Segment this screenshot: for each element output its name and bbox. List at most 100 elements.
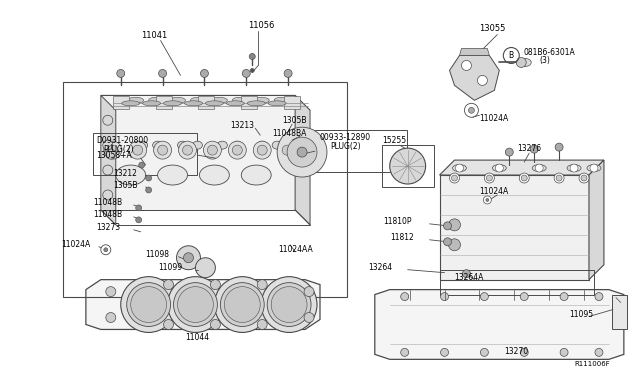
Circle shape bbox=[495, 164, 503, 172]
Circle shape bbox=[595, 349, 603, 356]
Bar bbox=[284, 96, 300, 109]
Text: 11098: 11098 bbox=[146, 250, 170, 259]
Circle shape bbox=[204, 141, 221, 159]
Text: 11041: 11041 bbox=[141, 31, 167, 40]
Text: 11044: 11044 bbox=[186, 333, 209, 342]
Text: 11810P: 11810P bbox=[383, 217, 412, 227]
Ellipse shape bbox=[143, 101, 161, 106]
Ellipse shape bbox=[170, 97, 186, 103]
Circle shape bbox=[116, 70, 125, 77]
Polygon shape bbox=[460, 48, 490, 55]
Circle shape bbox=[106, 149, 116, 159]
Circle shape bbox=[243, 70, 250, 77]
Circle shape bbox=[139, 162, 145, 168]
Circle shape bbox=[250, 68, 254, 73]
Text: 00933-12890: 00933-12890 bbox=[320, 133, 371, 142]
Ellipse shape bbox=[148, 97, 163, 103]
Circle shape bbox=[468, 107, 474, 113]
Text: 11056: 11056 bbox=[248, 21, 275, 30]
Circle shape bbox=[146, 187, 152, 193]
Text: D0931-20800: D0931-20800 bbox=[96, 136, 148, 145]
Circle shape bbox=[257, 320, 267, 330]
Circle shape bbox=[520, 293, 528, 301]
Polygon shape bbox=[440, 160, 604, 175]
Ellipse shape bbox=[587, 164, 601, 171]
Ellipse shape bbox=[227, 101, 244, 106]
Text: 11099: 11099 bbox=[159, 263, 183, 272]
Text: 13213: 13213 bbox=[230, 121, 254, 130]
Ellipse shape bbox=[218, 141, 227, 149]
Ellipse shape bbox=[247, 101, 265, 106]
Polygon shape bbox=[440, 175, 589, 280]
Circle shape bbox=[214, 277, 270, 333]
Bar bbox=[63, 82, 347, 296]
Bar bbox=[382, 145, 433, 187]
Polygon shape bbox=[86, 280, 320, 330]
Ellipse shape bbox=[157, 165, 188, 185]
Circle shape bbox=[297, 147, 307, 157]
Circle shape bbox=[261, 277, 317, 333]
Ellipse shape bbox=[241, 165, 271, 185]
Ellipse shape bbox=[272, 141, 282, 149]
Ellipse shape bbox=[184, 101, 202, 106]
Circle shape bbox=[278, 141, 296, 159]
Circle shape bbox=[106, 312, 116, 323]
Polygon shape bbox=[295, 95, 310, 225]
Circle shape bbox=[304, 286, 314, 296]
Circle shape bbox=[401, 293, 409, 301]
Circle shape bbox=[463, 270, 470, 278]
Ellipse shape bbox=[200, 165, 229, 185]
Circle shape bbox=[449, 173, 460, 183]
Circle shape bbox=[257, 280, 267, 290]
Circle shape bbox=[449, 239, 460, 251]
Circle shape bbox=[136, 205, 141, 211]
Text: 11024A: 11024A bbox=[61, 240, 90, 249]
Circle shape bbox=[284, 70, 292, 77]
Circle shape bbox=[157, 145, 168, 155]
Circle shape bbox=[207, 145, 218, 155]
Circle shape bbox=[108, 145, 118, 155]
Ellipse shape bbox=[211, 97, 227, 103]
Circle shape bbox=[132, 145, 143, 155]
Bar bbox=[93, 133, 198, 175]
Ellipse shape bbox=[232, 141, 243, 149]
Circle shape bbox=[484, 173, 494, 183]
Text: 13264: 13264 bbox=[368, 263, 392, 272]
Polygon shape bbox=[449, 55, 499, 100]
Circle shape bbox=[164, 280, 173, 290]
Circle shape bbox=[211, 280, 220, 290]
Ellipse shape bbox=[128, 97, 143, 103]
Circle shape bbox=[486, 175, 492, 181]
Circle shape bbox=[444, 222, 451, 230]
Circle shape bbox=[304, 312, 314, 323]
Bar bbox=[113, 96, 129, 109]
Circle shape bbox=[287, 137, 317, 167]
Text: 1305B: 1305B bbox=[113, 180, 137, 189]
Circle shape bbox=[282, 145, 292, 155]
Ellipse shape bbox=[138, 141, 148, 149]
Circle shape bbox=[530, 145, 538, 153]
Ellipse shape bbox=[177, 141, 188, 149]
Circle shape bbox=[519, 173, 529, 183]
Circle shape bbox=[179, 141, 196, 159]
Circle shape bbox=[535, 164, 543, 172]
Circle shape bbox=[390, 148, 426, 184]
Circle shape bbox=[483, 196, 492, 204]
Text: 13273: 13273 bbox=[96, 223, 120, 232]
Circle shape bbox=[136, 217, 141, 223]
Circle shape bbox=[168, 277, 223, 333]
Ellipse shape bbox=[519, 58, 531, 67]
Circle shape bbox=[440, 349, 449, 356]
Circle shape bbox=[173, 283, 218, 327]
Text: 11024AA: 11024AA bbox=[278, 245, 313, 254]
Circle shape bbox=[177, 286, 213, 323]
Text: 13276: 13276 bbox=[517, 144, 541, 153]
Circle shape bbox=[440, 293, 449, 301]
Circle shape bbox=[444, 238, 451, 246]
Polygon shape bbox=[375, 290, 624, 359]
Text: 11048B: 11048B bbox=[93, 198, 122, 208]
Circle shape bbox=[581, 175, 587, 181]
Text: B: B bbox=[509, 51, 514, 60]
Text: 11024A: 11024A bbox=[479, 187, 509, 196]
Ellipse shape bbox=[191, 97, 204, 103]
